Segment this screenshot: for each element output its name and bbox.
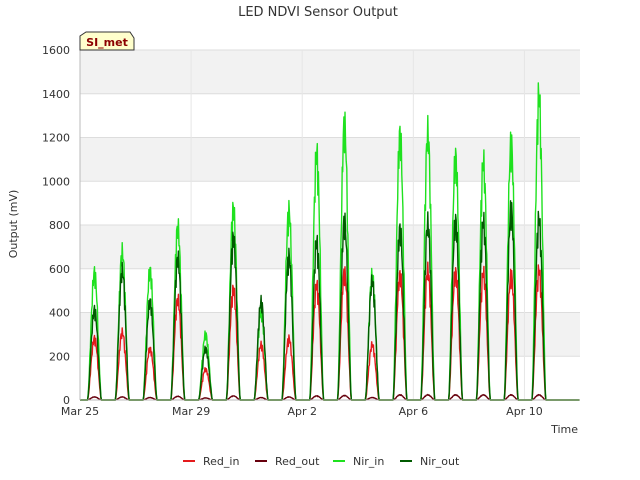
- y-tick-labels: 0 200 400 600 800 1000 1200 1400 1600: [42, 44, 70, 407]
- y-tick-label: 1200: [42, 132, 70, 145]
- x-axis-label: Time: [550, 423, 578, 436]
- y-tick-label: 400: [49, 307, 70, 320]
- y-tick-label: 1600: [42, 44, 70, 57]
- x-tick-label: Mar 29: [172, 405, 210, 418]
- x-tick-label: Apr 6: [399, 405, 429, 418]
- legend: Red_in Red_out Nir_in Nir_out: [183, 455, 460, 468]
- y-tick-label: 1000: [42, 175, 70, 188]
- legend-label: Red_out: [275, 455, 320, 468]
- x-tick-label: Mar 25: [61, 405, 99, 418]
- y-tick-label: 600: [49, 263, 70, 276]
- chart-title: LED NDVI Sensor Output: [238, 5, 398, 20]
- x-tick-label: Apr 2: [287, 405, 317, 418]
- grid-band: [80, 50, 580, 94]
- legend-label: Red_in: [203, 455, 239, 468]
- site-badge-label: SI_met: [86, 36, 128, 49]
- legend-label: Nir_in: [353, 455, 384, 468]
- grid-band: [80, 137, 580, 182]
- y-tick-label: 0: [63, 394, 70, 407]
- grid-band: [80, 312, 580, 357]
- y-tick-label: 1400: [42, 88, 70, 101]
- x-tick-labels: Mar 25 Mar 29 Apr 2 Apr 6 Apr 10: [61, 405, 543, 418]
- legend-label: Nir_out: [420, 455, 460, 468]
- x-tick-label: Apr 10: [506, 405, 543, 418]
- y-tick-label: 800: [49, 219, 70, 232]
- axes: [79, 50, 580, 401]
- site-badge: SI_met: [79, 31, 135, 51]
- grid-band: [80, 225, 580, 269]
- y-axis-label: Output (mV): [7, 190, 20, 259]
- y-tick-label: 200: [49, 350, 70, 363]
